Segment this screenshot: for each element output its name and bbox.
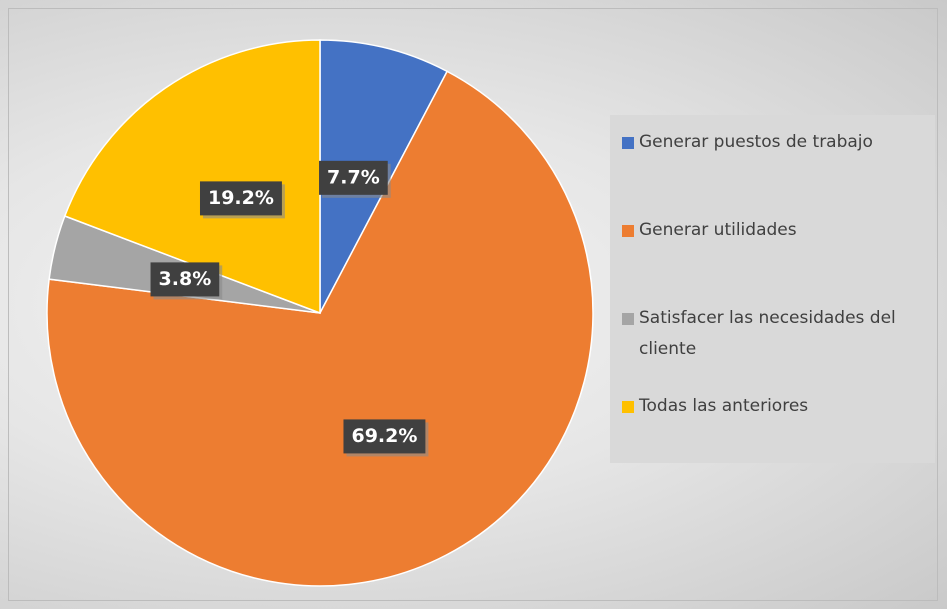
data-label-box bbox=[150, 262, 220, 297]
legend-swatch bbox=[622, 137, 634, 149]
chart-frame bbox=[8, 8, 938, 601]
data-label-text: 7.7% bbox=[327, 166, 380, 188]
pie-slice bbox=[63, 39, 321, 315]
data-label-text: 69.2% bbox=[351, 425, 417, 447]
data-label: 19.2% bbox=[199, 181, 285, 219]
legend-label: Generar puestos de trabajo bbox=[639, 132, 873, 152]
legend-item: Generar puestos de trabajo bbox=[622, 127, 929, 215]
data-label-text: 3.8% bbox=[159, 268, 212, 290]
legend-item: Todas las anteriores bbox=[622, 391, 929, 479]
legend-label: Todas las anteriores bbox=[639, 396, 809, 416]
legend-swatch bbox=[622, 313, 634, 325]
data-label: 7.7% bbox=[319, 160, 391, 198]
legend-swatch bbox=[622, 225, 634, 237]
data-label: 3.8% bbox=[150, 262, 223, 300]
legend-label: Satisfacer las necesidades del cliente bbox=[639, 308, 896, 359]
data-label-box bbox=[199, 181, 282, 216]
data-label: 69.2% bbox=[343, 419, 429, 457]
pie-slice bbox=[46, 70, 594, 587]
legend-label: Generar utilidades bbox=[639, 220, 797, 240]
legend-item: Satisfacer las necesidades del cliente bbox=[622, 303, 929, 391]
legend-swatch bbox=[622, 401, 634, 413]
data-label-text: 19.2% bbox=[208, 187, 274, 209]
data-label-box bbox=[319, 160, 388, 195]
legend-item: Generar utilidades bbox=[622, 215, 929, 303]
legend: Generar puestos de trabajo Generar utilid… bbox=[610, 115, 935, 463]
data-label-box bbox=[343, 419, 426, 454]
